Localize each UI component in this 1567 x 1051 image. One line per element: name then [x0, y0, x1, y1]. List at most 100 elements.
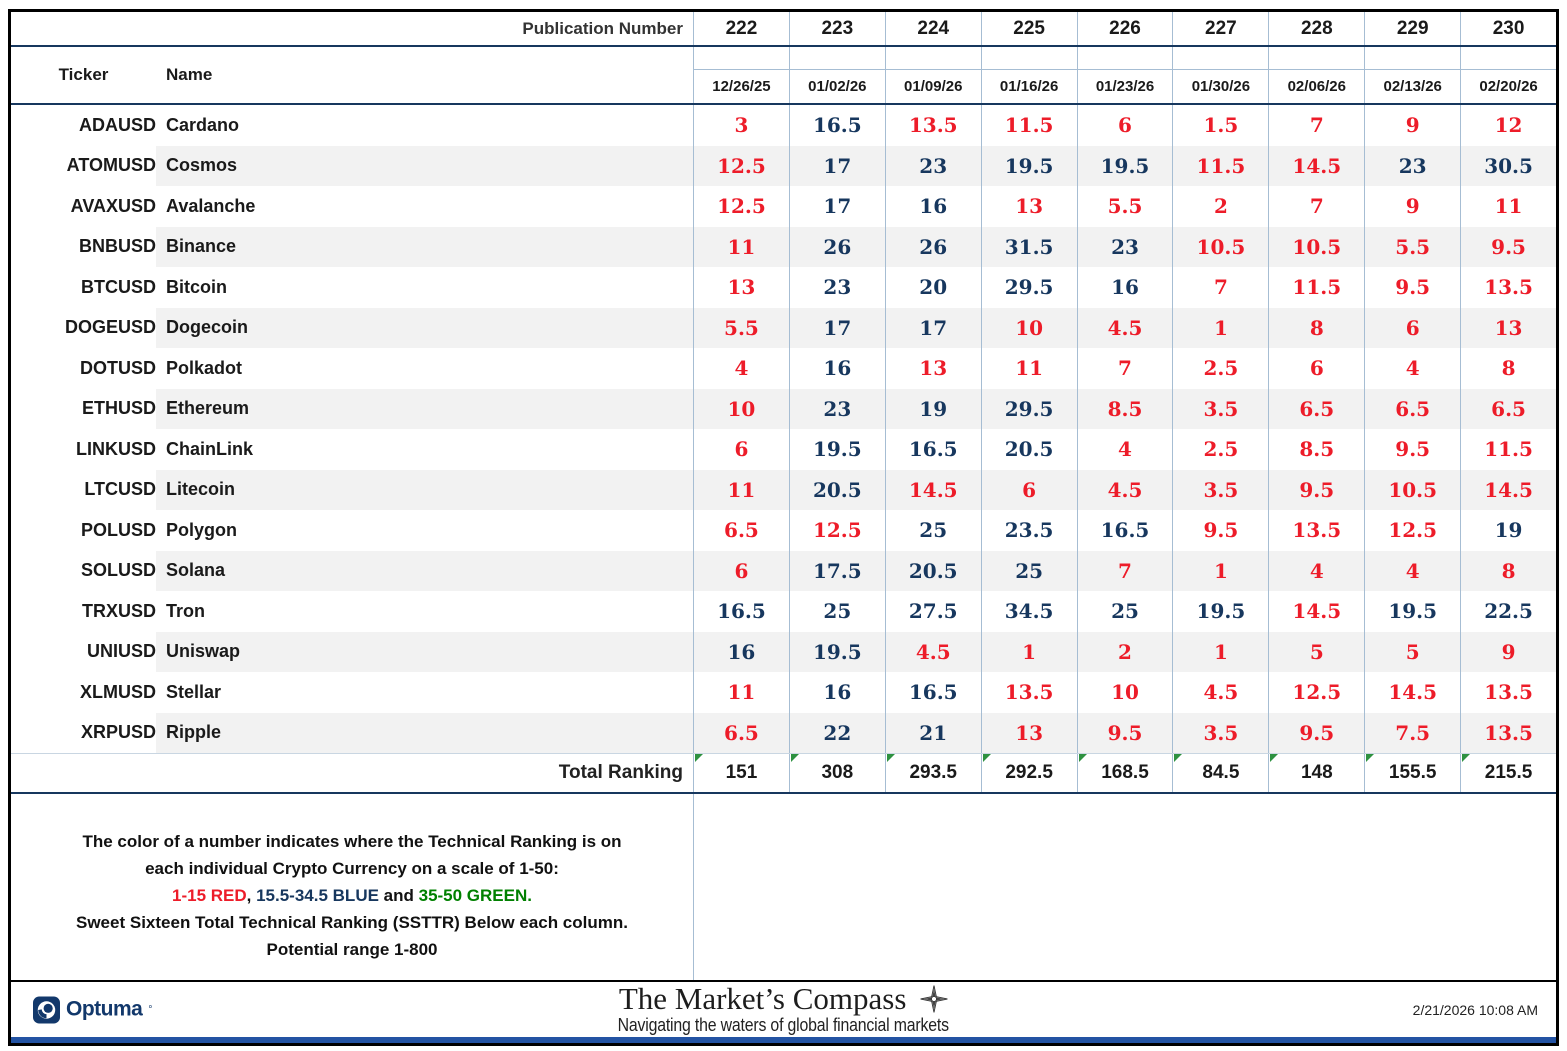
ranking-cells: 11 20.5 14.5 6 4.5 3.5 9.5 10.5 14.5 [693, 469, 1556, 510]
publication-number-value: 229 [1396, 17, 1429, 39]
ranking-value: 17 [823, 315, 852, 340]
ranking-value: 20.5 [1004, 437, 1054, 462]
name-cell: Binance [166, 236, 237, 257]
compass-rose-icon [920, 985, 948, 1013]
ranking-cells: 6 17.5 20.5 25 7 1 4 4 8 [693, 550, 1556, 591]
ranking-value: 1 [1213, 315, 1228, 340]
ranking-value: 13 [1494, 315, 1523, 340]
ticker-cell: ETHUSD [11, 388, 156, 429]
ranking-value: 30.5 [1484, 153, 1533, 178]
ranking-value: 17 [919, 315, 948, 340]
ranking-cell: 1 [980, 631, 1077, 672]
ranking-value: 19.5 [812, 437, 862, 462]
optuma-logo: Optuma ° [33, 996, 152, 1023]
ranking-value: 6 [1405, 315, 1420, 340]
table-row: BNBUSD Binance 11 26 26 31.5 23 10.5 10.5 5.5 9.5 [11, 226, 1556, 267]
ranking-value: 2 [1118, 639, 1132, 664]
ranking-cell: 13.5 [1460, 672, 1556, 713]
table-row: AVAXUSD Avalanche 12.5 17 16 13 5.5 2 7 9 11 [11, 186, 1556, 227]
ranking-cell: 16.5 [884, 429, 981, 470]
date-cell-box: 02/20/26 [1460, 70, 1556, 103]
table-row: POLUSD Polygon 6.5 12.5 25 23.5 16.5 9.5 13.5 12.… [11, 510, 1556, 551]
ranking-value: 16 [727, 639, 756, 664]
ranking-cell: 16 [788, 672, 885, 713]
ranking-value: 12 [1494, 113, 1523, 138]
ranking-value: 4 [734, 356, 749, 381]
ticker-cell: ATOMUSD [11, 145, 156, 186]
ranking-cell: 31.5 [980, 226, 1077, 267]
total-ranking-cells: 151 308 293.5 292.5 168.5 84.5 148 155.5 215.5 [693, 754, 1556, 792]
ranking-cell: 13.5 [1460, 712, 1556, 753]
ranking-value: 19.5 [812, 639, 862, 664]
ranking-value: 25 [1015, 558, 1044, 583]
ranking-cell: 23 [884, 145, 981, 186]
ticker-cell: LTCUSD [11, 469, 156, 510]
ranking-cells: 6 19.5 16.5 20.5 4 2.5 8.5 9.5 11.5 [693, 429, 1556, 470]
note-panel: The color of a number indicates where th… [11, 794, 694, 980]
ranking-value: 9.5 [1395, 437, 1431, 462]
ranking-value: 16 [1111, 275, 1139, 300]
ranking-cell: 7 [1076, 550, 1173, 591]
ranking-value: 7 [1309, 113, 1324, 138]
total-value-cell: 84.5 [1172, 754, 1268, 792]
total-value-cell: 215.5 [1460, 754, 1556, 792]
spacer-cell [884, 47, 981, 69]
ranking-cell: 5.5 [1076, 186, 1173, 227]
row-striped-zone: Bitcoin 13 23 20 29.5 16 7 11.5 9.5 13.5 [156, 267, 1556, 308]
ranking-value: 22 [823, 720, 852, 745]
table-row: ETHUSD Ethereum 10 23 19 29.5 8.5 3.5 6.5 6.5 6.5 [11, 388, 1556, 429]
ranking-cell: 1 [1172, 307, 1268, 348]
note-and: and [378, 886, 419, 905]
note-region: The color of a number indicates where th… [11, 794, 1556, 980]
ranking-cell: 4.5 [1172, 672, 1268, 713]
note-line-4: Sweet Sixteen Total Technical Ranking (S… [76, 913, 628, 932]
ranking-cell: 9.5 [1268, 469, 1364, 510]
table-row: LTCUSD Litecoin 11 20.5 14.5 6 4.5 3.5 9.5 10.5 14… [11, 469, 1556, 510]
date-cell-box: 01/23/26 [1076, 70, 1173, 103]
publication-number-cell: 230 [1460, 12, 1556, 45]
ranking-cell: 11.5 [980, 105, 1077, 146]
publication-number-row: Publication Number 222 223 224 225 226 227 228… [11, 12, 1556, 47]
row-striped-zone: Solana 6 17.5 20.5 25 7 1 4 4 8 [156, 550, 1556, 591]
ranking-value: 7 [1213, 275, 1228, 300]
ranking-cell: 16.5 [788, 105, 885, 146]
ranking-value: 23 [823, 275, 852, 300]
note-red-range: 1-15 RED [172, 886, 247, 905]
ranking-cell: 14.5 [1460, 469, 1556, 510]
ranking-value: 12.5 [1292, 680, 1342, 705]
ranking-cell: 6 [693, 550, 789, 591]
ranking-cell: 4 [693, 348, 789, 389]
ranking-value: 27.5 [908, 599, 958, 624]
ranking-cell: 6 [693, 429, 789, 470]
publication-number-cell: 224 [884, 12, 981, 45]
ranking-cell: 7 [1268, 105, 1364, 146]
ranking-cell: 19.5 [1076, 145, 1173, 186]
ticker-cell: AVAXUSD [11, 186, 156, 227]
row-striped-zone: Ripple 6.5 22 21 13 9.5 3.5 9.5 7.5 13.5 [156, 712, 1556, 753]
date-cell-box: 02/06/26 [1268, 70, 1364, 103]
ranking-cell: 20 [884, 267, 981, 308]
row-striped-zone: Polkadot 4 16 13 11 7 2.5 6 4 8 [156, 348, 1556, 389]
ranking-value: 6.5 [724, 518, 759, 543]
ranking-cell: 14.5 [1268, 145, 1364, 186]
publication-number-cell: 223 [788, 12, 885, 45]
ranking-value: 4.5 [1203, 680, 1239, 705]
ranking-cell: 20.5 [788, 469, 885, 510]
ranking-cell: 23.5 [980, 510, 1077, 551]
ranking-value: 1.5 [1203, 113, 1239, 138]
publication-number-value: 228 [1300, 17, 1333, 39]
ranking-cell: 5 [1364, 631, 1460, 672]
ranking-cell: 10 [693, 388, 789, 429]
name-cell: Ripple [166, 722, 222, 743]
ranking-cell: 2 [1076, 631, 1173, 672]
ranking-value: 8 [1501, 558, 1516, 583]
publication-number-label-cell: Publication Number [11, 12, 693, 45]
name-cell: ChainLink [166, 438, 254, 459]
ranking-value: 29.5 [1004, 396, 1054, 421]
ticker-cell: LINKUSD [11, 429, 156, 470]
ranking-cell: 11 [693, 226, 789, 267]
ranking-value: 13.5 [1484, 275, 1533, 300]
ranking-cell: 2.5 [1172, 429, 1268, 470]
publication-number-cell: 228 [1268, 12, 1364, 45]
